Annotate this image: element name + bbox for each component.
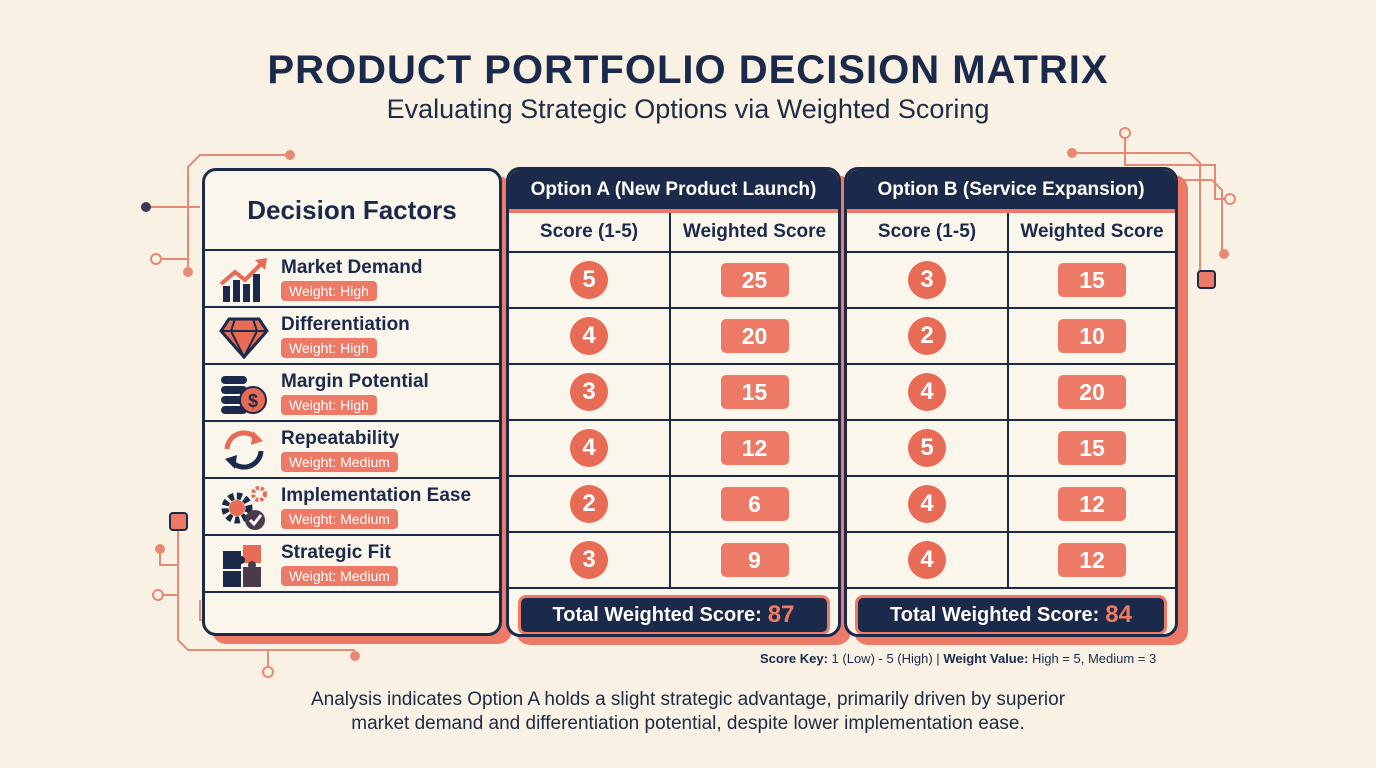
summary-line: Analysis indicates Option A holds a slig… (310, 689, 1066, 710)
column-headers: Score (1-5) Weighted Score (847, 213, 1175, 253)
score-badge: 4 (908, 373, 946, 411)
weighted-column-header: Weighted Score (1020, 221, 1164, 242)
score-key-text: 1 (Low) - 5 (High) | (831, 651, 940, 666)
score-badge: 2 (908, 317, 946, 355)
score-row: 4 12 (509, 421, 838, 477)
decision-factors-header: Decision Factors (205, 171, 499, 251)
score-badge: 3 (908, 261, 946, 299)
weight-badge: Weight: High (281, 337, 377, 358)
page-title: PRODUCT PORTFOLIO DECISION MATRIX (267, 48, 1109, 92)
factor-name: Strategic Fit (281, 541, 391, 563)
growth-chart-icon (219, 257, 267, 302)
weighted-score-badge: 10 (1058, 319, 1126, 353)
total-row: Total Weighted Score: 87 (509, 589, 838, 634)
page-subtitle: Evaluating Strategic Options via Weighte… (386, 94, 990, 124)
score-badge: 3 (570, 541, 608, 579)
summary-line: market demand and differentiation potent… (351, 713, 1025, 734)
gears-check-icon (221, 485, 267, 530)
decision-factors-panel: Decision Factors Market Demand Weight: H… (202, 168, 502, 636)
weighted-score-badge: 15 (720, 375, 789, 409)
column-headers: Score (1-5) Weighted Score (509, 213, 838, 253)
factor-row: Repeatability Weight: Medium (205, 422, 499, 479)
weight-badge: Weight: High (281, 280, 377, 301)
weight-badge: Weight: Medium (281, 451, 398, 472)
score-row: 3 15 (847, 253, 1175, 309)
factor-row: Strategic Fit Weight: Medium (205, 536, 499, 593)
score-row: 4 20 (509, 309, 838, 365)
total-value: 87 (767, 601, 795, 628)
score-key: Score Key: 1 (Low) - 5 (High) | Weight V… (760, 651, 1156, 666)
weight-value-text: High = 5, Medium = 3 (1031, 651, 1157, 666)
weighted-score-badge: 12 (720, 431, 789, 465)
score-badge: 2 (570, 485, 608, 523)
factor-name: Margin Potential (281, 370, 429, 392)
coins-dollar-icon: $ (221, 375, 267, 414)
analysis-summary: Analysis indicates Option A holds a slig… (200, 688, 1176, 736)
total-weighted-score: Total Weighted Score: 84 (855, 595, 1167, 634)
score-badge: 4 (908, 485, 946, 523)
total-weighted-score: Total Weighted Score: 87 (517, 595, 830, 634)
score-row: 3 15 (509, 365, 838, 421)
weight-badge: Weight: High (281, 394, 377, 415)
score-badge: 5 (570, 261, 608, 299)
score-row: 4 12 (847, 477, 1175, 533)
factor-name: Market Demand (281, 256, 423, 278)
total-row: Total Weighted Score: 84 (847, 589, 1175, 634)
factor-name: Repeatability (281, 427, 400, 449)
option-b-header: Option B (Service Expansion) (847, 170, 1175, 213)
puzzle-icon (223, 544, 261, 587)
diamond-icon (219, 317, 269, 359)
svg-text:$: $ (248, 391, 258, 411)
weighted-score-badge: 9 (720, 543, 789, 577)
weighted-score-badge: 20 (720, 319, 789, 353)
weighted-score-badge: 12 (1058, 543, 1126, 577)
score-row: 4 20 (847, 365, 1175, 421)
score-row: 5 25 (509, 253, 838, 309)
option-a-panel: Option A (New Product Launch) Score (1-5… (506, 167, 841, 637)
weight-value-label: Weight Value: (943, 651, 1029, 666)
total-label: Total Weighted Score: (890, 603, 1100, 626)
factor-name: Differentiation (281, 313, 410, 335)
score-badge: 3 (570, 373, 608, 411)
weighted-score-badge: 15 (1058, 431, 1126, 465)
weighted-score-badge: 6 (720, 487, 789, 521)
weighted-column-header: Weighted Score (682, 221, 827, 242)
factor-row: Implementation Ease Weight: Medium (205, 479, 499, 536)
weighted-score-badge: 20 (1058, 375, 1126, 409)
factor-name: Implementation Ease (281, 484, 472, 506)
score-row: 2 10 (847, 309, 1175, 365)
weighted-score-badge: 12 (1058, 487, 1126, 521)
score-badge: 4 (570, 317, 608, 355)
cycle-arrows-icon (224, 429, 264, 470)
score-badge: 5 (908, 429, 946, 467)
factor-row: Market Demand Weight: High (205, 251, 499, 308)
score-badge: 4 (570, 429, 608, 467)
total-value: 84 (1105, 601, 1132, 628)
score-row: 4 12 (847, 533, 1175, 589)
score-row: 5 15 (847, 421, 1175, 477)
weight-badge: Weight: Medium (281, 565, 398, 586)
factor-row: $ Margin Potential Weight: High (205, 365, 499, 422)
total-label: Total Weighted Score: (552, 603, 762, 626)
option-a-header: Option A (New Product Launch) (509, 170, 838, 213)
weighted-score-badge: 25 (720, 263, 789, 297)
score-key-label: Score Key: (760, 651, 828, 666)
factor-row: Differentiation Weight: High (205, 308, 499, 365)
weighted-score-badge: 15 (1058, 263, 1126, 297)
score-badge: 4 (908, 541, 946, 579)
option-b-panel: Option B (Service Expansion) Score (1-5)… (844, 167, 1178, 637)
score-column-header: Score (1-5) (509, 213, 671, 251)
weight-badge: Weight: Medium (281, 508, 398, 529)
score-column-header: Score (1-5) (847, 213, 1009, 251)
